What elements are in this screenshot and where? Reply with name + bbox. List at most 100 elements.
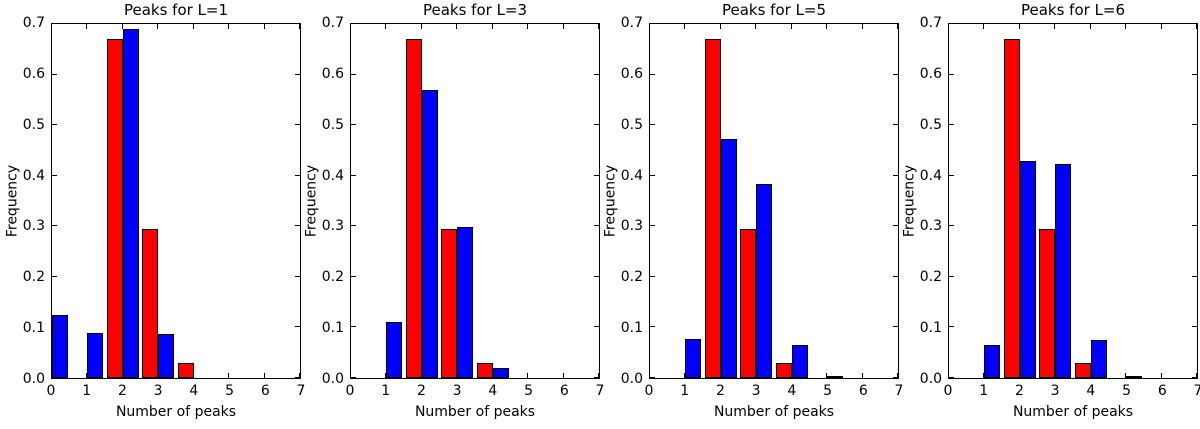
y-tick-mark <box>351 124 356 126</box>
y-tick-label: 0.1 <box>321 320 344 337</box>
x-tick-mark <box>385 24 387 29</box>
y-tick-mark <box>1192 73 1197 75</box>
y-tick-mark <box>949 377 954 378</box>
plot-area <box>350 23 600 379</box>
x-tick-label: 4 <box>787 383 797 399</box>
x-tick-mark <box>86 373 88 378</box>
y-tick-mark <box>893 73 898 75</box>
x-tick-mark <box>51 373 52 378</box>
x-tick-mark <box>1018 24 1020 29</box>
x-tick-mark <box>1054 24 1056 29</box>
bar-red-x2 <box>106 39 123 378</box>
x-tick-mark <box>719 24 721 29</box>
x-tick-mark <box>790 24 792 29</box>
x-tick-mark <box>121 373 123 378</box>
y-tick-mark <box>1192 174 1197 176</box>
y-tick-mark <box>949 275 954 277</box>
y-tick-mark <box>1192 124 1197 126</box>
y-tick-mark <box>1192 377 1197 378</box>
y-tick-mark <box>295 174 300 176</box>
x-tick-mark <box>228 24 230 29</box>
y-tick-mark <box>295 23 300 24</box>
y-tick-mark <box>594 23 599 24</box>
bar-blue-x4 <box>791 345 808 378</box>
plot-area <box>649 23 899 379</box>
y-tick-label: 0.7 <box>620 15 643 31</box>
y-axis-label: Frequency <box>4 164 21 238</box>
y-tick-mark <box>52 174 57 176</box>
y-tick-mark <box>893 275 898 277</box>
bars-layer <box>949 24 1197 378</box>
x-tick-label: 6 <box>260 383 270 399</box>
y-tick-mark <box>295 73 300 75</box>
y-tick-label: 0.1 <box>22 320 45 337</box>
x-tick-mark <box>527 373 529 378</box>
x-tick-mark <box>456 373 458 378</box>
bar-blue-x1 <box>685 338 702 378</box>
x-tick-label: 2 <box>715 383 725 399</box>
bar-red-x2 <box>704 39 721 378</box>
x-tick-label: 5 <box>225 383 235 399</box>
y-tick-mark <box>949 73 954 75</box>
x-tick-mark <box>826 373 828 378</box>
y-tick-mark <box>949 174 954 176</box>
x-axis-label: Number of peaks <box>115 404 237 420</box>
y-tick-mark <box>52 225 57 227</box>
y-tick-mark <box>52 73 57 75</box>
y-tick-mark <box>594 326 599 328</box>
x-tick-mark <box>263 373 265 378</box>
y-tick-mark <box>594 174 599 176</box>
x-tick-label: 3 <box>751 383 761 399</box>
y-tick-mark <box>351 73 356 75</box>
y-tick-mark <box>594 73 599 75</box>
y-tick-label: 0.1 <box>919 320 942 337</box>
y-tick-label: 0.3 <box>321 218 344 235</box>
bar-red-x4 <box>775 362 792 378</box>
x-tick-mark <box>948 373 949 378</box>
y-tick-label: 0.2 <box>22 269 45 286</box>
y-tick-label: 0.5 <box>321 116 344 133</box>
y-tick-mark <box>52 275 57 277</box>
y-tick-mark <box>351 225 356 227</box>
y-tick-label: 0.4 <box>22 167 45 184</box>
x-tick-label: 2 <box>1014 383 1024 399</box>
x-tick-mark <box>1196 24 1197 29</box>
y-tick-mark <box>893 225 898 227</box>
x-tick-mark <box>299 24 300 29</box>
x-tick-label: 6 <box>858 383 868 399</box>
y-tick-label: 0.0 <box>620 371 643 387</box>
x-tick-label: 0 <box>345 383 355 399</box>
bar-red-x3 <box>142 228 159 378</box>
y-tick-mark <box>650 174 655 176</box>
y-tick-label: 0.2 <box>321 269 344 286</box>
y-tick-mark <box>650 326 655 328</box>
y-tick-label: 0.2 <box>620 269 643 286</box>
chart-title: Peaks for L=5 <box>721 1 827 19</box>
bar-blue-x3 <box>457 227 474 378</box>
y-tick-mark <box>295 326 300 328</box>
y-tick-mark <box>893 23 898 24</box>
bars-layer <box>52 24 300 378</box>
x-tick-mark <box>1089 24 1091 29</box>
x-tick-mark <box>350 24 351 29</box>
y-tick-label: 0.6 <box>22 65 45 82</box>
bar-red-x4 <box>476 362 493 378</box>
x-tick-mark <box>228 373 230 378</box>
y-tick-label: 0.5 <box>22 116 45 133</box>
bar-blue-x5 <box>1126 376 1143 378</box>
y-tick-mark <box>1192 23 1197 24</box>
y-tick-mark <box>594 275 599 277</box>
x-tick-label: 0 <box>644 383 654 399</box>
x-tick-mark <box>1089 373 1091 378</box>
x-tick-mark <box>897 24 898 29</box>
x-tick-mark <box>491 24 493 29</box>
y-tick-label: 0.7 <box>919 15 942 31</box>
x-tick-mark <box>157 24 159 29</box>
x-axis-label: Number of peaks <box>1012 404 1134 420</box>
y-tick-mark <box>893 174 898 176</box>
y-tick-mark <box>949 23 954 24</box>
bar-red-x2 <box>1003 39 1020 378</box>
x-tick-label: 6 <box>559 383 569 399</box>
x-tick-mark <box>1054 373 1056 378</box>
x-tick-mark <box>1160 373 1162 378</box>
